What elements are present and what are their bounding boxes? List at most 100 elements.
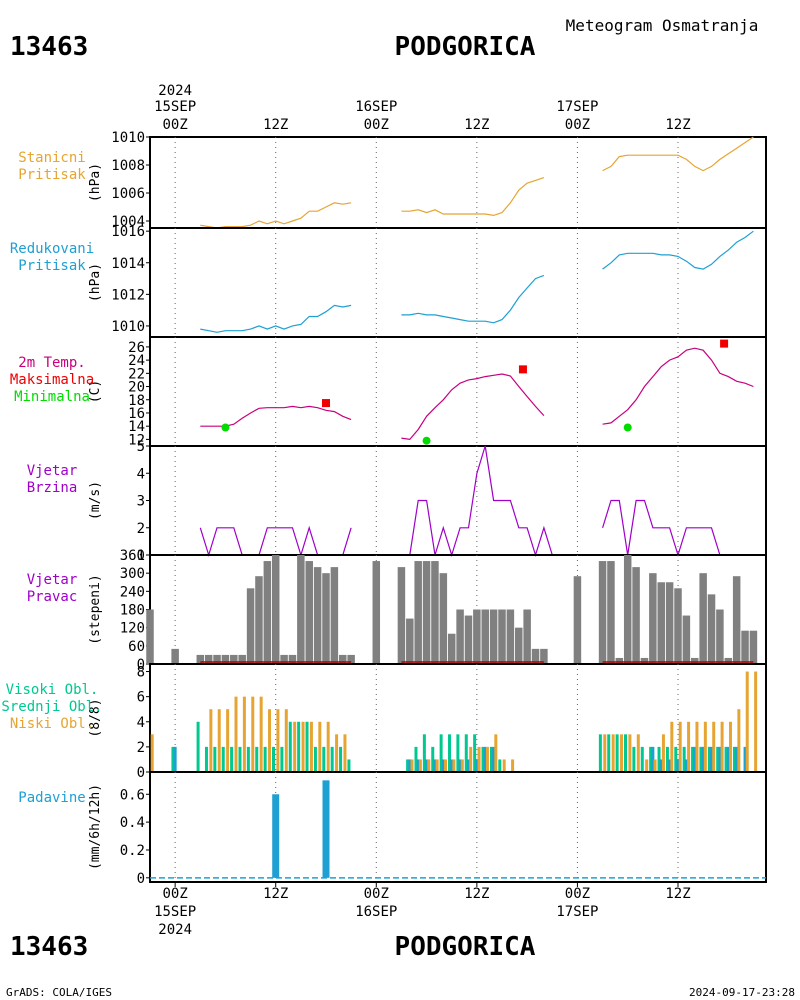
wind-direction-bar: [246, 588, 255, 664]
wind-direction-bar: [330, 567, 339, 664]
y-tick-label: 1010: [111, 130, 145, 146]
cloud-bar-Niski Obl.: [234, 696, 238, 772]
cloud-bar-Visoki Obl.: [448, 734, 452, 772]
series-line-reduced_pressure: [200, 304, 352, 333]
cloud-bar-Visoki Obl.: [313, 746, 317, 772]
cloud-bar-Srednji Obl.: [466, 759, 470, 772]
bottom-date-label: 16SEP: [355, 904, 397, 920]
y-axis-label: (mm/6h/12h): [88, 784, 103, 870]
cloud-bar-Srednji Obl.: [684, 759, 688, 772]
cloud-bar-Visoki Obl.: [640, 746, 644, 772]
series-line-temperature: [200, 405, 352, 427]
wind-direction-bar: [607, 561, 615, 664]
cloud-bar-Niski Obl.: [410, 759, 414, 772]
cloud-bar-Visoki Obl.: [481, 746, 485, 772]
top-hour-label: 00Z: [162, 117, 187, 133]
cloud-bar-Visoki Obl.: [246, 746, 250, 772]
wind-direction-bar: [674, 588, 682, 664]
cloud-bar-Niski Obl.: [678, 721, 682, 772]
y-tick-label: 18: [128, 393, 145, 409]
top-date-label: 16SEP: [355, 99, 397, 115]
cloud-bar-Srednji Obl.: [718, 746, 722, 772]
y-tick-label: 1: [137, 548, 145, 564]
cloud-bar-Niski Obl.: [712, 721, 716, 772]
wind-direction-bar: [204, 654, 213, 664]
wind-direction-bar: [724, 657, 733, 664]
max-temp-marker: [322, 399, 330, 408]
cloud-bar-Srednji Obl.: [458, 759, 462, 772]
cloud-bar-Visoki Obl.: [272, 746, 276, 772]
cloud-bar-Niski Obl.: [695, 721, 699, 772]
cloud-bar-Visoki Obl.: [263, 746, 267, 772]
wind-direction-bar: [456, 609, 464, 664]
series-line-reduced_pressure: [401, 274, 545, 324]
cloud-bar-Srednji Obl.: [701, 746, 705, 772]
cloud-bar-Visoki Obl.: [632, 746, 636, 772]
station-name-top: PODGORICA: [395, 32, 536, 62]
cloud-bar-Srednji Obl.: [492, 746, 496, 772]
cloud-bar-Visoki Obl.: [305, 721, 309, 772]
cloud-bar-Visoki Obl.: [255, 746, 259, 772]
wind-direction-bar: [313, 567, 322, 664]
cloud-bar-Srednji Obl.: [416, 759, 420, 772]
side-label: Pritisak: [18, 167, 86, 183]
cloud-bar-Niski Obl.: [217, 709, 221, 772]
top-date-label: 15SEP: [154, 99, 196, 115]
wind-direction-bar: [230, 654, 238, 664]
cloud-bar-Visoki Obl.: [649, 746, 653, 772]
side-label: Pravac: [27, 589, 78, 605]
y-tick-label: 14: [128, 419, 145, 435]
cloud-bar-Niski Obl.: [226, 709, 230, 772]
wind-direction-bar: [213, 654, 221, 664]
cloud-bar-Visoki Obl.: [732, 746, 736, 772]
cloud-bar-Niski Obl.: [477, 746, 481, 772]
side-label: Padavine: [18, 790, 85, 806]
series-line-station_pressure: [401, 177, 545, 217]
side-label: Maksimalna: [10, 372, 94, 388]
series-line-temperature: [602, 347, 754, 425]
cloud-bar-Visoki Obl.: [473, 734, 477, 772]
cloud-bar-Visoki Obl.: [330, 746, 334, 772]
y-tick-label: 3: [137, 494, 145, 510]
cloud-bar-Srednji Obl.: [408, 759, 412, 772]
wind-direction-bar: [615, 657, 624, 664]
cloud-bar-Niski Obl.: [460, 759, 464, 772]
y-tick-label: 1016: [111, 224, 145, 240]
wind-direction-bar: [297, 555, 305, 664]
wind-direction-bar: [649, 573, 657, 664]
y-tick-label: 24: [128, 353, 145, 369]
y-tick-label: 120: [120, 621, 145, 637]
chart-marks: 1004100610081010(hPa)StanicniPritisak101…: [1, 83, 767, 938]
cloud-bar-Visoki Obl.: [464, 734, 468, 772]
series-line-station_pressure: [200, 202, 352, 229]
cloud-bar-Srednji Obl.: [651, 746, 655, 772]
y-tick-label: 0.2: [120, 843, 145, 859]
y-tick-label: 1004: [111, 214, 145, 230]
cloud-bar-Niski Obl.: [494, 734, 498, 772]
min-temp-marker: [422, 436, 431, 445]
wind-direction-bar: [422, 561, 431, 664]
wind-direction-bar: [489, 609, 498, 664]
cloud-bar-Visoki Obl.: [674, 746, 678, 772]
y-axis-label: (m/s): [88, 481, 103, 520]
bottom-hour-label: 12Z: [263, 886, 288, 902]
cloud-bar-Visoki Obl.: [414, 746, 418, 772]
cloud-bar-Visoki Obl.: [724, 746, 728, 772]
y-tick-label: 12: [128, 432, 145, 448]
footer-timestamp: 2024-09-17-23:28: [689, 986, 795, 999]
min-temp-marker: [221, 423, 230, 432]
y-tick-label: 22: [128, 366, 145, 382]
wind-direction-bar: [305, 561, 313, 664]
cloud-bar-Visoki Obl.: [665, 746, 669, 772]
y-tick-label: 0: [137, 871, 145, 887]
side-label: Stanicni: [18, 150, 85, 166]
bottom-hour-label: 00Z: [565, 886, 590, 902]
wind-direction-bar: [288, 654, 297, 664]
cloud-bar-Visoki Obl.: [347, 759, 351, 772]
cloud-bar-Niski Obl.: [309, 721, 313, 772]
y-tick-label: 60: [128, 639, 145, 655]
cloud-bar-Srednji Obl.: [173, 746, 177, 772]
cloud-bar-Visoki Obl.: [406, 759, 410, 772]
cloud-bar-Niski Obl.: [469, 746, 473, 772]
